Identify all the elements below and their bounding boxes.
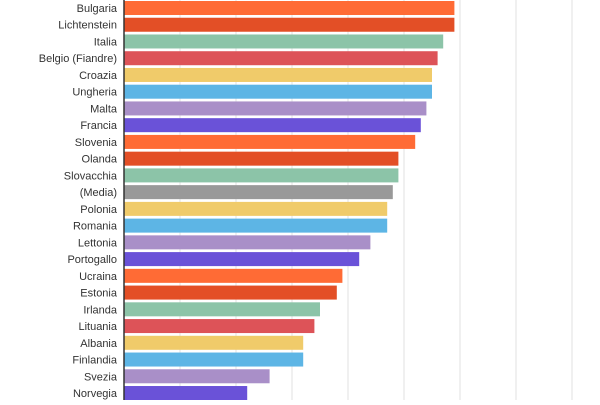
category-label: Estonia — [80, 288, 118, 300]
bar — [124, 201, 388, 216]
bar — [124, 218, 388, 233]
category-label: Francia — [80, 120, 118, 132]
bar — [124, 17, 455, 32]
category-label: Romania — [73, 221, 118, 233]
bar — [124, 1, 455, 15]
category-label: Slovenia — [75, 137, 118, 149]
bar — [124, 34, 444, 49]
bar — [124, 386, 248, 401]
bar — [124, 168, 399, 183]
bar — [124, 335, 304, 350]
category-label: Lituania — [78, 321, 117, 333]
bar — [124, 118, 421, 133]
bar — [124, 302, 320, 317]
category-label: Portogallo — [67, 254, 117, 266]
category-label: Albania — [80, 338, 118, 350]
bar — [124, 51, 438, 66]
category-label: Slovacchia — [64, 170, 118, 182]
category-label: Italia — [94, 36, 118, 48]
category-label: Olanda — [82, 154, 118, 166]
bar — [124, 84, 432, 99]
bar — [124, 352, 304, 367]
bar — [124, 101, 427, 116]
bar — [124, 319, 315, 334]
bar — [124, 235, 371, 250]
bar — [124, 252, 360, 267]
category-label: Belgio (Fiandre) — [39, 53, 117, 65]
category-label: (Media) — [80, 187, 117, 199]
category-label: Bulgaria — [77, 3, 118, 15]
category-label: Svezia — [84, 371, 118, 383]
category-label: Polonia — [80, 204, 118, 216]
bar — [124, 134, 416, 149]
bar — [124, 151, 399, 166]
category-label: Croazia — [79, 70, 118, 82]
category-label: Ucraina — [79, 271, 118, 283]
category-label: Lettonia — [78, 237, 118, 249]
bar — [124, 285, 337, 300]
category-label: Lichtenstein — [58, 20, 117, 32]
category-label: Norvegia — [73, 388, 118, 400]
bar — [124, 268, 343, 283]
category-label: Malta — [90, 103, 118, 115]
category-label: Ungheria — [72, 87, 118, 99]
bar — [124, 369, 270, 384]
category-label: Irlanda — [83, 304, 118, 316]
category-label: Finlandia — [72, 355, 118, 367]
bar — [124, 67, 432, 82]
bar — [124, 185, 393, 200]
